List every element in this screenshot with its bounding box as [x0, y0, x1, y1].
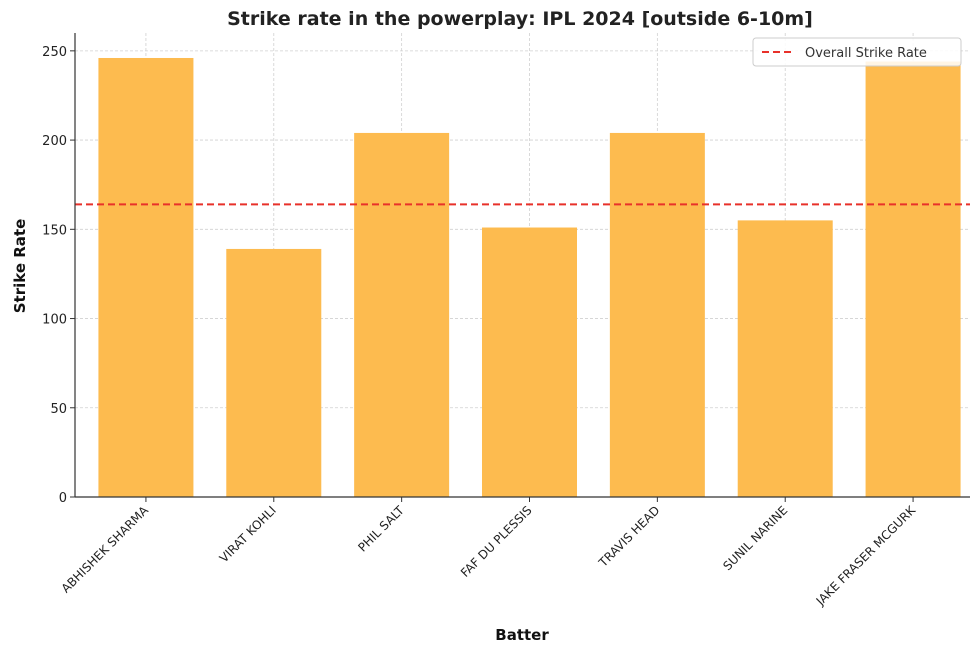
x-ticks: ABHISHEK SHARMA VIRAT KOHLI PHIL SALT FAF D…: [59, 497, 919, 609]
bars: [98, 57, 961, 498]
legend-entry: Overall Strike Rate: [805, 46, 927, 61]
legend: Overall Strike Rate: [752, 37, 962, 67]
bar: [98, 57, 194, 497]
axes: [74, 33, 970, 498]
y-tick-label: 50: [50, 402, 67, 417]
x-axis-label: Batter: [495, 626, 549, 644]
y-axis-label: Strike Rate: [11, 219, 29, 314]
y-tick-label: 100: [42, 313, 67, 328]
x-tick-label: PHIL SALT: [355, 503, 407, 555]
bar: [482, 227, 577, 497]
x-tick-label: FAF DU PLESSIS: [458, 503, 535, 580]
x-tick-label: JAKE FRASER MCGURK: [813, 502, 919, 608]
chart-title: Strike rate in the powerplay: IPL 2024 […: [227, 8, 813, 30]
x-tick-label: VIRAT KOHLI: [217, 503, 279, 565]
x-tick-label: ABHISHEK SHARMA: [59, 503, 152, 596]
bar: [737, 220, 833, 497]
y-tick-label: 150: [42, 223, 67, 238]
bar: [865, 61, 961, 498]
x-tick-label: TRAVIS HEAD: [595, 503, 662, 570]
y-tick-label: 0: [59, 491, 67, 506]
y-ticks: 0 50 100 150 200 250: [42, 45, 75, 506]
y-tick-label: 200: [42, 134, 67, 149]
bar: [609, 132, 705, 497]
x-tick-label: SUNIL NARINE: [720, 503, 790, 573]
y-tick-label: 250: [42, 45, 67, 60]
bar: [226, 248, 322, 497]
legend-box: [752, 37, 962, 67]
bar: [354, 132, 450, 497]
